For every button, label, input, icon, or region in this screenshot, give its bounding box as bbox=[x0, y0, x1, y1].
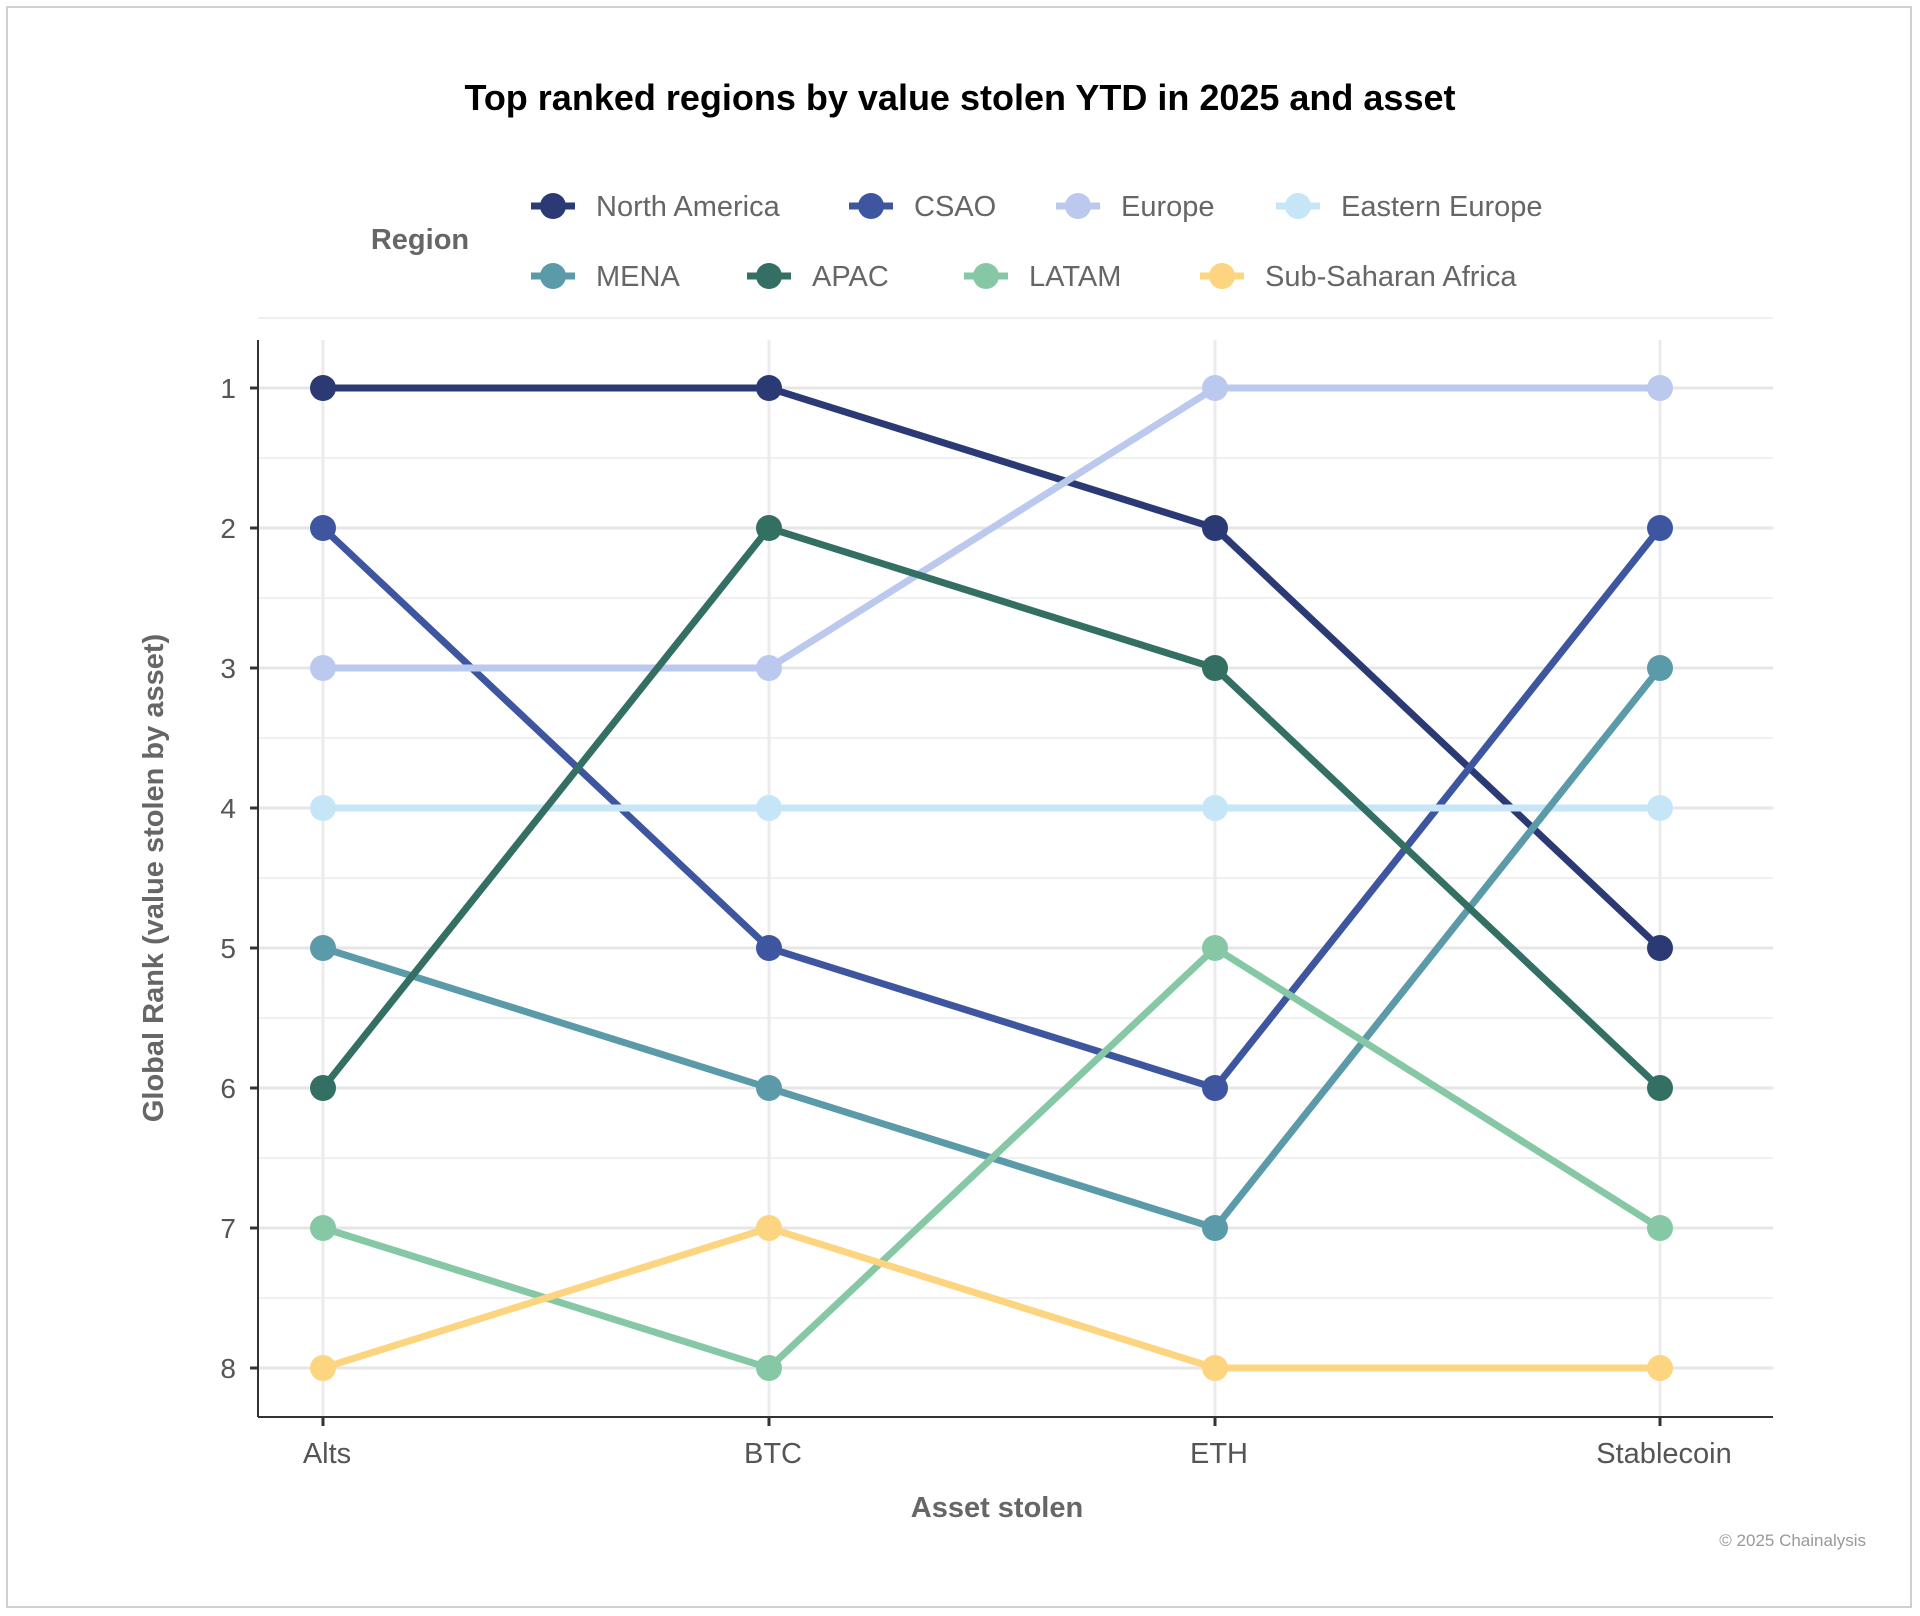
data-point[interactable] bbox=[1647, 795, 1673, 821]
data-point[interactable] bbox=[756, 935, 782, 961]
y-tick-label: 4 bbox=[220, 793, 236, 824]
data-point[interactable] bbox=[310, 1075, 336, 1101]
data-point[interactable] bbox=[1647, 655, 1673, 681]
legend-label: Sub-Saharan Africa bbox=[1265, 261, 1517, 293]
legend-marker bbox=[1065, 193, 1091, 219]
legend-label: North America bbox=[596, 191, 781, 223]
legend-marker bbox=[756, 263, 782, 289]
legend-item[interactable]: LATAM bbox=[964, 261, 1121, 293]
data-point[interactable] bbox=[310, 375, 336, 401]
legend-marker bbox=[1285, 193, 1311, 219]
legend-marker bbox=[540, 263, 566, 289]
data-point[interactable] bbox=[1202, 1215, 1228, 1241]
data-point[interactable] bbox=[310, 935, 336, 961]
series-eastern-europe bbox=[310, 795, 1673, 821]
legend-label: MENA bbox=[596, 261, 680, 293]
data-point[interactable] bbox=[1647, 1215, 1673, 1241]
data-point[interactable] bbox=[1202, 795, 1228, 821]
y-tick-label: 7 bbox=[220, 1213, 236, 1244]
x-tick-label: Stablecoin bbox=[1596, 1438, 1731, 1470]
data-point[interactable] bbox=[756, 655, 782, 681]
data-point[interactable] bbox=[1647, 1355, 1673, 1381]
legend-label: LATAM bbox=[1029, 261, 1121, 293]
y-axis-label: Global Rank (value stolen by asset) bbox=[138, 634, 170, 1122]
series-line bbox=[323, 384, 1663, 951]
data-point[interactable] bbox=[1647, 515, 1673, 541]
data-point[interactable] bbox=[310, 1215, 336, 1241]
series-sub-saharan-africa bbox=[310, 1215, 1673, 1381]
y-tick-label: 3 bbox=[220, 653, 236, 684]
data-point[interactable] bbox=[1647, 375, 1673, 401]
series-apac bbox=[310, 515, 1673, 1101]
data-point[interactable] bbox=[1202, 935, 1228, 961]
series-group bbox=[310, 375, 1673, 1381]
axes: 1 2 3 4 5 6 7 8 Alts BTC ETH Stablecoin bbox=[220, 340, 1773, 1470]
legend-item[interactable]: Eastern Europe bbox=[1276, 191, 1543, 223]
legend-item[interactable]: North America bbox=[531, 191, 781, 223]
legend-marker bbox=[973, 263, 999, 289]
legend-item[interactable]: Sub-Saharan Africa bbox=[1200, 261, 1517, 293]
y-tick-label: 8 bbox=[220, 1353, 236, 1384]
x-tick-label: ETH bbox=[1190, 1438, 1248, 1470]
series-europe bbox=[310, 375, 1673, 681]
x-axis-label: Asset stolen bbox=[911, 1492, 1083, 1524]
y-tick-label: 2 bbox=[220, 513, 236, 544]
copyright: © 2025 Chainalysis bbox=[1719, 1531, 1866, 1550]
x-tick-label: BTC bbox=[744, 1438, 802, 1470]
data-point[interactable] bbox=[1202, 375, 1228, 401]
data-point[interactable] bbox=[1202, 515, 1228, 541]
y-tick-label: 5 bbox=[220, 933, 236, 964]
series-line bbox=[321, 1224, 1660, 1372]
series-line bbox=[320, 523, 1663, 1091]
data-point[interactable] bbox=[1202, 655, 1228, 681]
data-point[interactable] bbox=[756, 375, 782, 401]
x-tick-label: Alts bbox=[303, 1438, 351, 1470]
data-point[interactable] bbox=[1647, 1075, 1673, 1101]
legend-item[interactable]: CSAO bbox=[849, 191, 996, 223]
y-tick-label: 6 bbox=[220, 1073, 236, 1104]
data-point[interactable] bbox=[756, 1215, 782, 1241]
legend-item[interactable]: Europe bbox=[1056, 191, 1215, 223]
legend-title: Region bbox=[371, 224, 469, 256]
data-point[interactable] bbox=[1647, 935, 1673, 961]
legend-label: Eastern Europe bbox=[1341, 191, 1543, 223]
data-point[interactable] bbox=[310, 655, 336, 681]
chart-title: Top ranked regions by value stolen YTD i… bbox=[465, 77, 1456, 118]
y-tick-label: 1 bbox=[220, 373, 236, 404]
legend-item[interactable]: MENA bbox=[531, 261, 680, 293]
data-point[interactable] bbox=[310, 795, 336, 821]
series-north-america bbox=[310, 375, 1673, 961]
data-point[interactable] bbox=[1202, 1075, 1228, 1101]
legend-marker bbox=[1209, 263, 1235, 289]
legend-marker bbox=[858, 193, 884, 219]
data-point[interactable] bbox=[310, 515, 336, 541]
data-point[interactable] bbox=[756, 1075, 782, 1101]
chart-frame bbox=[6, 6, 1912, 1608]
legend-label: Europe bbox=[1121, 191, 1215, 223]
data-point[interactable] bbox=[756, 1355, 782, 1381]
legend-item[interactable]: APAC bbox=[747, 261, 889, 293]
legend-label: APAC bbox=[812, 261, 889, 293]
data-point[interactable] bbox=[1202, 1355, 1228, 1381]
legend-label: CSAO bbox=[914, 191, 996, 223]
legend-marker bbox=[540, 193, 566, 219]
data-point[interactable] bbox=[756, 795, 782, 821]
legend: North America CSAO Europe Eastern Europe MEN… bbox=[531, 191, 1543, 293]
grid bbox=[258, 317, 1773, 1417]
data-point[interactable] bbox=[310, 1355, 336, 1381]
data-point[interactable] bbox=[756, 515, 782, 541]
series-line bbox=[323, 384, 1660, 672]
